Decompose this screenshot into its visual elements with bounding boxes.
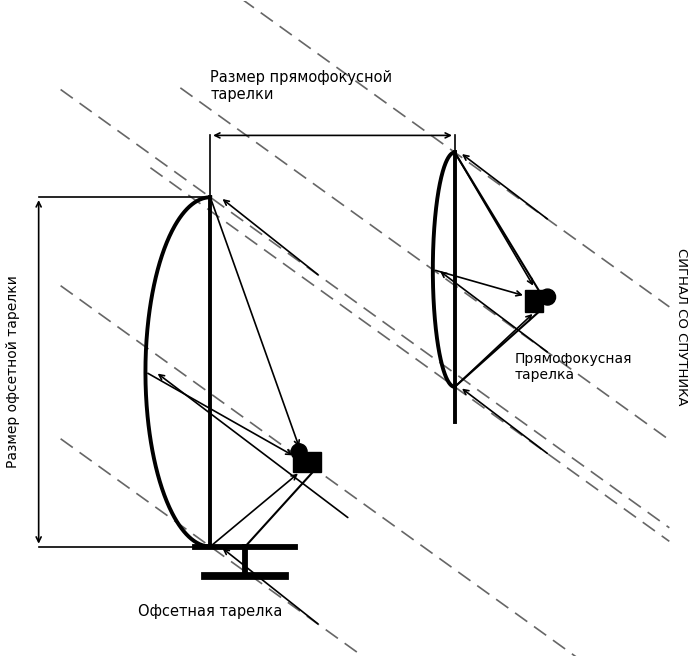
- Text: Размер офсетной тарелки: Размер офсетной тарелки: [6, 275, 20, 468]
- Circle shape: [540, 289, 556, 305]
- Circle shape: [291, 443, 307, 460]
- Text: Размер прямофокусной
тарелки: Размер прямофокусной тарелки: [210, 70, 393, 102]
- Text: СИГНАЛ СО СПУТНИКА: СИГНАЛ СО СПУТНИКА: [675, 248, 688, 406]
- Text: Офсетная тарелка: Офсетная тарелка: [138, 604, 283, 620]
- Text: Прямофокусная
тарелка: Прямофокусная тарелка: [514, 352, 632, 382]
- Bar: [293, 452, 321, 472]
- Bar: [524, 290, 542, 312]
